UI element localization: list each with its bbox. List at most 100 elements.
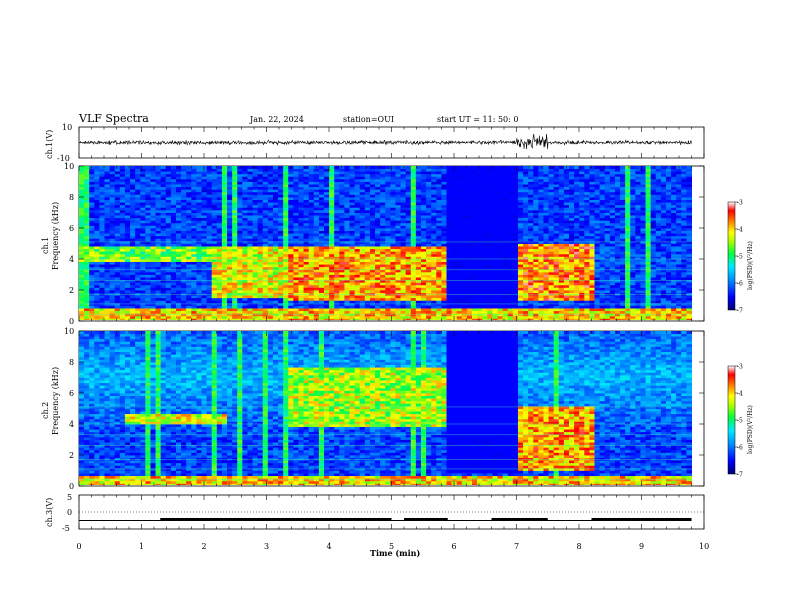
spectrogram-cell xyxy=(482,233,488,237)
spectrogram-cell xyxy=(329,266,335,270)
spectrogram-cell xyxy=(237,295,243,299)
spectrogram-cell xyxy=(242,256,249,260)
spectrogram-cell xyxy=(99,181,106,185)
spectrogram-cell xyxy=(181,292,187,296)
spectrogram-cell xyxy=(492,271,499,275)
spectrogram-cell xyxy=(272,310,279,314)
spectrogram-cell xyxy=(232,233,238,237)
spectrogram-cell xyxy=(237,176,243,180)
spectrogram-cell xyxy=(278,186,284,190)
spectrogram-cell xyxy=(456,315,463,319)
spectrogram-cell xyxy=(109,243,116,247)
spectrogram-cell xyxy=(247,197,254,200)
spectrogram-cell xyxy=(181,220,187,224)
spectrogram-cell xyxy=(375,292,381,296)
spectrogram-cell xyxy=(160,246,167,250)
spectrogram-cell xyxy=(216,287,223,291)
spectrogram-cell xyxy=(247,287,254,291)
spectrogram-cell xyxy=(211,292,218,296)
spectrogram-cell xyxy=(119,315,126,319)
spectrogram-cell xyxy=(165,248,172,252)
spectrogram-cell xyxy=(380,189,386,193)
spectrogram-cell xyxy=(313,246,320,250)
spectrogram-cell xyxy=(155,246,162,250)
spectrogram-cell xyxy=(221,202,228,206)
ch1-spectrogram-image xyxy=(79,166,692,320)
spectrogram-cell xyxy=(313,315,320,319)
spectrogram-cell xyxy=(211,243,218,247)
spectrogram-cell xyxy=(257,290,264,293)
spectrogram-cell xyxy=(206,230,213,234)
spectrogram-cell xyxy=(451,209,458,213)
spectrogram-cell xyxy=(497,287,504,291)
spectrogram-cell xyxy=(405,181,412,185)
spectrogram-cell xyxy=(232,171,238,175)
spectrogram-cell xyxy=(181,222,187,226)
spectrogram-cell xyxy=(375,209,381,213)
spectrogram-cell xyxy=(339,264,346,268)
spectrogram-cell xyxy=(482,240,488,244)
spectrogram-cell xyxy=(369,287,376,291)
spectrogram-cell xyxy=(262,204,269,208)
spectrogram-cell xyxy=(344,212,351,216)
spectrogram-cell xyxy=(405,207,412,211)
spectrogram-cell xyxy=(79,300,85,304)
spectrogram-cell xyxy=(313,308,320,312)
spectrogram-cell xyxy=(451,315,458,319)
spectrogram-cell xyxy=(426,176,432,180)
spectrogram-cell xyxy=(252,178,259,182)
spectrogram-cell xyxy=(420,274,427,278)
spectrogram-cell xyxy=(415,212,422,216)
spectrogram-cell xyxy=(135,305,141,309)
spectrogram-cell xyxy=(221,266,228,270)
spectrogram-cell xyxy=(380,246,386,250)
spectrogram-cell xyxy=(410,184,417,188)
spectrogram-cell xyxy=(160,181,167,185)
spectrogram-cell xyxy=(318,173,325,177)
spectrogram-cell xyxy=(400,248,407,252)
ch1-waveform-trace xyxy=(78,133,692,150)
spectrogram-cell xyxy=(313,290,320,293)
spectrogram-cell xyxy=(390,310,397,314)
spectrogram-cell xyxy=(303,204,310,208)
spectrogram-cell xyxy=(324,287,330,291)
spectrogram-cell xyxy=(405,315,412,319)
spectrogram-cell xyxy=(293,248,300,252)
spectrogram-cell xyxy=(140,259,146,262)
spectrogram-cell xyxy=(252,295,259,299)
spectrogram-cell xyxy=(237,271,243,275)
spectrogram-cell xyxy=(364,204,371,208)
spectrogram-cell xyxy=(436,305,442,309)
spectrogram-cell xyxy=(482,318,488,320)
spectrogram-cell xyxy=(165,274,172,278)
spectrogram-cell xyxy=(257,310,264,314)
spectrogram-cell xyxy=(232,264,238,268)
spectrogram-cell xyxy=(431,209,437,213)
spectrogram-cell xyxy=(472,315,478,319)
spectrogram-cell xyxy=(477,209,483,213)
spectrogram-cell xyxy=(191,230,197,234)
spectrogram-cell xyxy=(124,271,131,275)
spectrogram-cell xyxy=(267,300,274,304)
spectrogram-cell xyxy=(247,215,254,219)
spectrogram-cell xyxy=(385,282,391,286)
spectrogram-cell xyxy=(339,202,346,206)
spectrogram-cell xyxy=(329,212,335,216)
spectrogram-cell xyxy=(339,246,346,250)
spectrogram-cell xyxy=(89,315,95,319)
spectrogram-cell xyxy=(354,176,361,180)
spectrogram-cell xyxy=(293,300,300,304)
spectrogram-cell xyxy=(109,184,116,188)
spectrogram-cell xyxy=(446,178,453,182)
spectrogram-cell xyxy=(247,297,254,301)
spectrogram-cell xyxy=(354,222,361,226)
spectrogram-cell xyxy=(359,284,366,288)
spectrogram-cell xyxy=(242,308,249,312)
spectrogram-cell xyxy=(400,305,407,309)
spectrogram-cell xyxy=(466,199,473,203)
spectrogram-cell xyxy=(369,194,376,198)
spectrogram-cell xyxy=(221,297,228,301)
spectrogram-cell xyxy=(191,238,197,242)
spectrogram-cell xyxy=(211,184,218,188)
spectrogram-cell xyxy=(364,302,371,306)
